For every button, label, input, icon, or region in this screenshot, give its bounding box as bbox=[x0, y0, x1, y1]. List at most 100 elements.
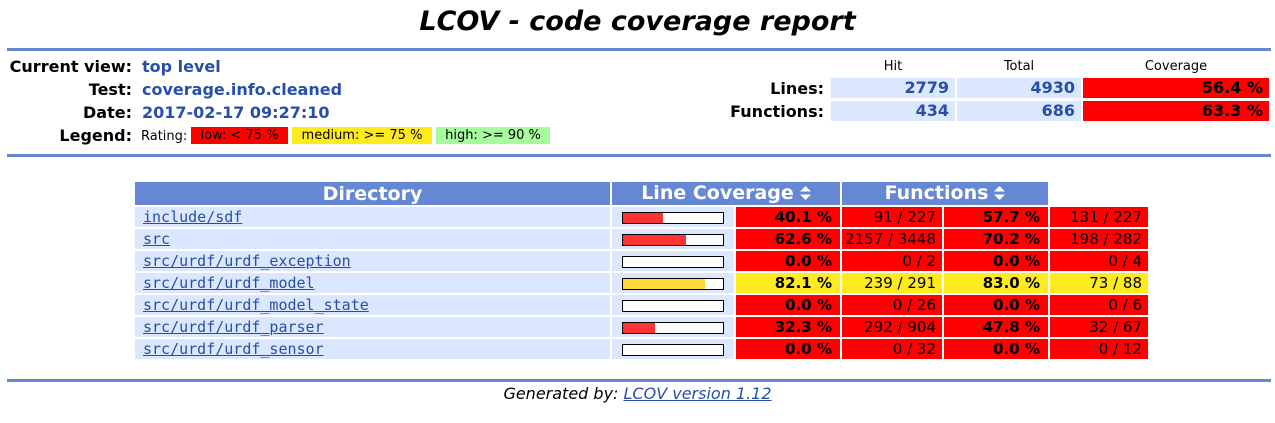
table-row: src/urdf/urdf_sensor 0.0 % 0 / 32 0.0 % 0 / … bbox=[135, 339, 1148, 359]
current-view-value: top level bbox=[142, 57, 221, 76]
directory-link[interactable]: src bbox=[143, 230, 171, 248]
column-header-directory-label: Directory bbox=[322, 182, 423, 205]
summary-functions-hit: 434 bbox=[831, 101, 955, 121]
function-coverage-count: 0 / 6 bbox=[1050, 295, 1148, 315]
column-header-line-coverage-label: Line Coverage bbox=[641, 182, 794, 205]
function-coverage-percent: 47.8 % bbox=[944, 317, 1048, 337]
summary-lines-coverage: 56.4 % bbox=[1083, 78, 1269, 98]
coverage-bar-cell bbox=[612, 229, 734, 249]
test-label: Test: bbox=[88, 80, 132, 99]
legend-rating-label: Rating: bbox=[141, 129, 188, 144]
sort-line-coverage-icon[interactable] bbox=[799, 183, 811, 205]
lcov-version-link[interactable]: LCOV version 1.12 bbox=[623, 384, 772, 403]
coverage-bar bbox=[622, 211, 724, 224]
directory-cell: src/urdf/urdf_sensor bbox=[135, 339, 610, 359]
directory-cell: include/sdf bbox=[135, 207, 610, 227]
line-coverage-percent: 62.6 % bbox=[736, 229, 840, 249]
current-view-label: Current view: bbox=[9, 57, 132, 76]
legend-low: low: < 75 % bbox=[191, 127, 288, 144]
coverage-bar-fill bbox=[623, 212, 663, 223]
summary-functions-coverage: 63.3 % bbox=[1083, 101, 1269, 121]
generated-by-label: Generated by: bbox=[503, 384, 619, 403]
line-coverage-count: 292 / 904 bbox=[842, 317, 942, 337]
table-row: src/urdf/urdf_parser 32.3 % 292 / 904 47.8 … bbox=[135, 317, 1148, 337]
legend-medium: medium: >= 75 % bbox=[292, 127, 432, 144]
coverage-bar-cell bbox=[612, 339, 734, 359]
column-header-functions-label: Functions bbox=[884, 182, 989, 205]
coverage-bar-cell bbox=[612, 273, 734, 293]
coverage-bar bbox=[622, 321, 724, 334]
header-divider bbox=[7, 154, 1271, 157]
table-row: include/sdf 40.1 % 91 / 227 57.7 % 131 / 227 bbox=[135, 207, 1148, 227]
legend-high: high: >= 90 % bbox=[436, 127, 550, 144]
line-coverage-count: 239 / 291 bbox=[842, 273, 942, 293]
coverage-bar bbox=[622, 255, 724, 268]
directory-cell: src bbox=[135, 229, 610, 249]
function-coverage-percent: 0.0 % bbox=[944, 251, 1048, 271]
function-coverage-percent: 0.0 % bbox=[944, 339, 1048, 359]
function-coverage-percent: 57.7 % bbox=[944, 207, 1048, 227]
directory-link[interactable]: src/urdf/urdf_exception bbox=[143, 252, 351, 270]
function-coverage-percent: 0.0 % bbox=[944, 295, 1048, 315]
date-value: 2017-02-17 09:27:10 bbox=[142, 103, 330, 122]
directory-link[interactable]: src/urdf/urdf_sensor bbox=[143, 340, 324, 358]
table-row: src/urdf/urdf_model 82.1 % 239 / 291 83.0 %… bbox=[135, 273, 1148, 293]
page-title: LCOV - code coverage report bbox=[419, 6, 856, 37]
legend-label: Legend: bbox=[59, 126, 132, 145]
function-coverage-count: 0 / 12 bbox=[1050, 339, 1148, 359]
line-coverage-percent: 0.0 % bbox=[736, 251, 840, 271]
summary-functions-total: 686 bbox=[957, 101, 1081, 121]
test-value: coverage.info.cleaned bbox=[142, 80, 343, 99]
directory-link[interactable]: include/sdf bbox=[143, 208, 243, 226]
function-coverage-count: 0 / 4 bbox=[1050, 251, 1148, 271]
directory-link[interactable]: src/urdf/urdf_parser bbox=[143, 318, 324, 336]
directory-table: Directory Line Coverage Functions includ… bbox=[133, 180, 1150, 361]
coverage-bar bbox=[622, 277, 724, 290]
table-row: src/urdf/urdf_model_state 0.0 % 0 / 26 0.0 … bbox=[135, 295, 1148, 315]
coverage-bar-fill bbox=[623, 322, 655, 333]
summary-lines-hit: 2779 bbox=[831, 78, 955, 98]
summary-lines-label: Lines: bbox=[770, 79, 824, 98]
function-coverage-count: 198 / 282 bbox=[1050, 229, 1148, 249]
line-coverage-count: 2157 / 3448 bbox=[842, 229, 942, 249]
footer: Generated by: LCOV version 1.12 bbox=[0, 384, 1275, 403]
column-header-line-coverage: Line Coverage bbox=[612, 182, 840, 205]
coverage-bar-fill bbox=[623, 234, 686, 245]
directory-cell: src/urdf/urdf_parser bbox=[135, 317, 610, 337]
coverage-bar bbox=[622, 233, 724, 246]
directory-cell: src/urdf/urdf_model bbox=[135, 273, 610, 293]
summary-functions-label: Functions: bbox=[730, 102, 824, 121]
line-coverage-count: 0 / 32 bbox=[842, 339, 942, 359]
summary-hit-header: Hit bbox=[883, 59, 903, 74]
line-coverage-count: 91 / 227 bbox=[842, 207, 942, 227]
coverage-bar-fill bbox=[623, 278, 705, 289]
line-coverage-percent: 82.1 % bbox=[736, 273, 840, 293]
sort-functions-icon[interactable] bbox=[994, 183, 1006, 205]
function-coverage-count: 73 / 88 bbox=[1050, 273, 1148, 293]
table-row: src 62.6 % 2157 / 3448 70.2 % 198 / 282 bbox=[135, 229, 1148, 249]
directory-cell: src/urdf/urdf_model_state bbox=[135, 295, 610, 315]
line-coverage-percent: 0.0 % bbox=[736, 339, 840, 359]
table-row: src/urdf/urdf_exception 0.0 % 0 / 2 0.0 % 0 … bbox=[135, 251, 1148, 271]
column-header-directory: Directory bbox=[135, 182, 610, 205]
directory-cell: src/urdf/urdf_exception bbox=[135, 251, 610, 271]
function-coverage-count: 131 / 227 bbox=[1050, 207, 1148, 227]
top-divider bbox=[7, 48, 1271, 51]
coverage-bar bbox=[622, 343, 724, 356]
date-label: Date: bbox=[83, 103, 132, 122]
summary-total-header: Total bbox=[1003, 59, 1035, 74]
function-coverage-count: 32 / 67 bbox=[1050, 317, 1148, 337]
footer-divider bbox=[7, 379, 1271, 382]
line-coverage-count: 0 / 2 bbox=[842, 251, 942, 271]
line-coverage-percent: 40.1 % bbox=[736, 207, 840, 227]
function-coverage-percent: 83.0 % bbox=[944, 273, 1048, 293]
coverage-bar-cell bbox=[612, 251, 734, 271]
coverage-bar bbox=[622, 299, 724, 312]
summary-lines-total: 4930 bbox=[957, 78, 1081, 98]
directory-link[interactable]: src/urdf/urdf_model_state bbox=[143, 296, 369, 314]
coverage-bar-cell bbox=[612, 207, 734, 227]
directory-link[interactable]: src/urdf/urdf_model bbox=[143, 274, 315, 292]
coverage-bar-cell bbox=[612, 295, 734, 315]
line-coverage-count: 0 / 26 bbox=[842, 295, 942, 315]
line-coverage-percent: 32.3 % bbox=[736, 317, 840, 337]
